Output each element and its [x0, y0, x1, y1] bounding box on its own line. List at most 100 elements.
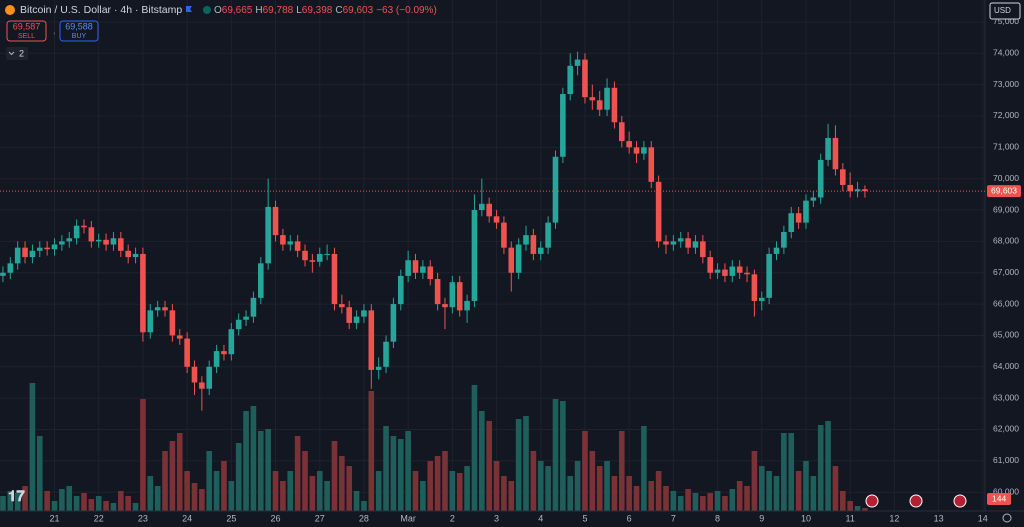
volume-bar [375, 471, 382, 511]
x-tick-label: 25 [226, 513, 236, 523]
candle-body [862, 189, 868, 192]
candle-body [88, 227, 95, 242]
candle-body [677, 238, 684, 242]
event-icon[interactable] [953, 494, 967, 508]
sell-button[interactable] [6, 20, 47, 42]
candle-body [81, 225, 87, 228]
volume-bar [773, 476, 780, 511]
volume-bar [280, 481, 286, 511]
x-tick-label: 27 [315, 513, 325, 523]
volume-bar [537, 461, 544, 511]
volume-bar [545, 466, 551, 511]
buy-label[interactable]: BUY [72, 33, 87, 40]
candle-body [258, 263, 264, 298]
candle-body [545, 222, 551, 248]
currency-button[interactable] [989, 2, 1021, 20]
chevron [8, 51, 15, 56]
volume-bar [368, 391, 375, 511]
y-tick-label: 62,000 [993, 424, 1019, 434]
volume-bar [221, 461, 227, 511]
candle-body [729, 266, 736, 276]
volume-bar [618, 431, 625, 511]
volume-bar [191, 483, 198, 511]
candle-body [368, 310, 375, 370]
currency[interactable]: USD [994, 6, 1011, 15]
volume-bar [169, 441, 176, 511]
event-icon[interactable] [909, 494, 923, 508]
candle-body [618, 122, 625, 142]
candle-body [817, 159, 824, 198]
candle-body [464, 300, 470, 311]
volume-bar [442, 451, 448, 511]
candle-body [758, 297, 765, 301]
candle-body [700, 241, 706, 258]
volume-bar [22, 486, 28, 511]
candle-body [530, 235, 537, 254]
candle-body [442, 304, 448, 308]
volume-bar [95, 496, 102, 511]
volume-bar [250, 406, 257, 511]
volume-bar [596, 466, 603, 511]
x-tick-label: 21 [50, 513, 60, 523]
buy-button[interactable] [59, 20, 99, 42]
candle-body [434, 279, 441, 305]
y-tick-label: 75,000 [993, 16, 1019, 26]
candle-body [390, 304, 397, 342]
candle-body [309, 260, 316, 262]
candle-body [14, 247, 21, 264]
candle-body [692, 241, 699, 248]
y-tick-label: 67,000 [993, 267, 1019, 277]
candle-body [397, 275, 404, 305]
y-tick-label: 73,000 [993, 79, 1019, 89]
volume-bar [449, 471, 456, 511]
event-icon[interactable] [865, 494, 879, 508]
candle-body [427, 266, 434, 280]
candle-body [125, 250, 131, 258]
volume-bar [501, 476, 507, 511]
candle-body [832, 137, 839, 170]
volume-bar [243, 411, 249, 511]
candle-body [302, 250, 308, 261]
volume-bar [692, 493, 699, 511]
indicators-toggle[interactable] [6, 47, 28, 60]
volume-bar [213, 471, 220, 511]
candle-body [184, 338, 190, 367]
candle-body [118, 238, 124, 251]
last-volume-box [987, 493, 1011, 505]
candle-body [29, 250, 36, 258]
volume-bar [302, 451, 308, 511]
x-tick-label: 10 [801, 513, 811, 523]
event-icons[interactable] [865, 494, 967, 508]
sell-label[interactable]: SELL [18, 33, 35, 40]
candle-body [176, 335, 183, 339]
volume-bar [110, 503, 117, 511]
sell-price[interactable]: 69,587 [13, 21, 41, 31]
x-tick-label: 6 [627, 513, 632, 523]
volume-bar [795, 471, 802, 511]
candle-body [110, 238, 117, 245]
candle-body [250, 297, 257, 317]
candle-body [412, 260, 419, 273]
volume-bar [154, 486, 161, 511]
candle-body [243, 316, 249, 320]
candle-body [537, 247, 544, 254]
candle-body [611, 87, 618, 123]
flag-icon [186, 6, 192, 12]
volume-bar [766, 471, 772, 511]
buy-price[interactable]: 69,588 [65, 21, 93, 31]
y-tick-label: 61,000 [993, 455, 1019, 465]
volume-bar [781, 433, 787, 511]
candle-body [228, 329, 235, 355]
settings-icon[interactable] [1002, 513, 1012, 523]
candle-body [235, 319, 242, 330]
volume-bar [309, 476, 316, 511]
candle-body [324, 253, 330, 255]
volume-bar [420, 481, 426, 511]
x-tick-label: 7 [671, 513, 676, 523]
candle-body [722, 269, 728, 276]
volume-bar [714, 491, 721, 511]
indicators-count[interactable]: 2 [19, 48, 24, 58]
volume-bar [817, 425, 824, 511]
volume-bar [854, 506, 861, 511]
